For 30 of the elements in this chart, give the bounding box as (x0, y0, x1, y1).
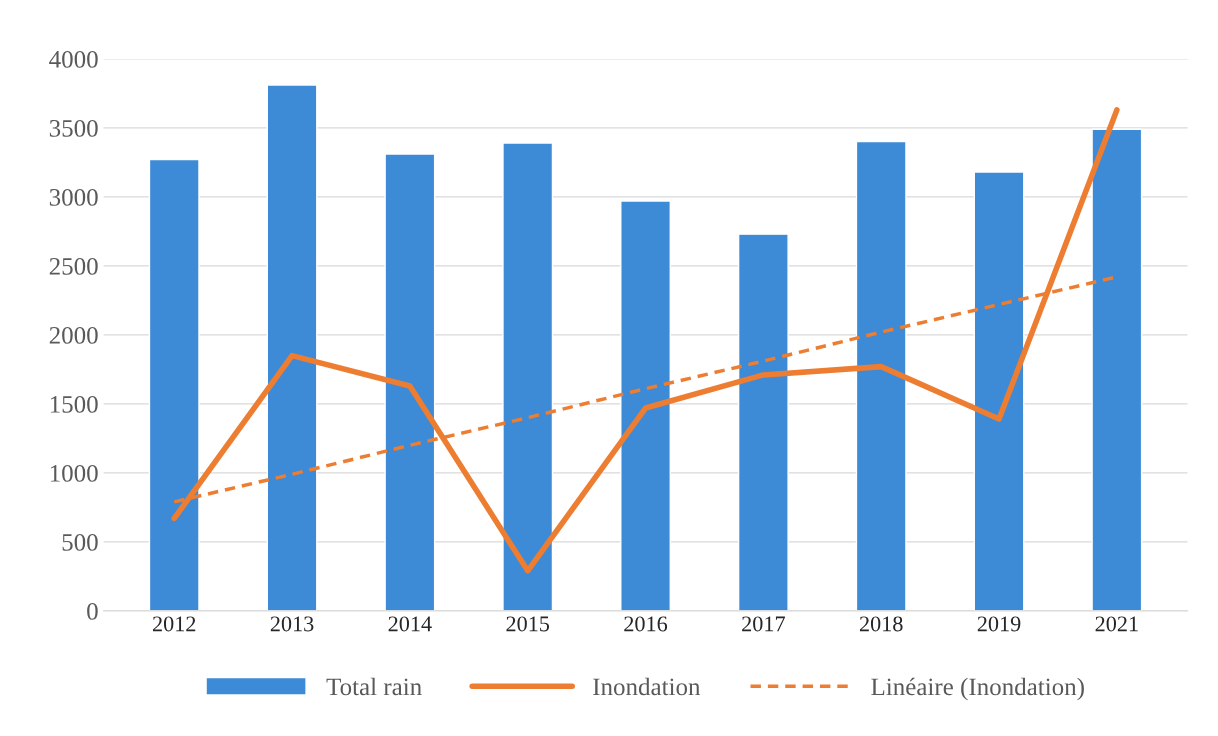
y-tick-label: 4000 (49, 50, 98, 68)
bar (148, 158, 200, 611)
y-tick-label: 3500 (49, 119, 98, 137)
x-tick-label: 2012 (152, 616, 196, 632)
legend-label: Linéaire (Inondation) (871, 677, 1084, 701)
bar (737, 233, 789, 611)
x-tick-label: 2016 (624, 616, 668, 632)
bar (973, 171, 1025, 611)
x-tick-label: 2017 (742, 616, 785, 632)
y-tick-label: 3000 (49, 188, 98, 206)
bar (1091, 128, 1143, 611)
y-tick-label: 1000 (50, 464, 98, 482)
y-tick-label: 1500 (50, 395, 98, 413)
legend-label: Total rain (326, 677, 422, 696)
y-tick-label: 2000 (49, 326, 98, 344)
y-tick-label: 500 (62, 533, 98, 551)
x-tick-label: 2013 (270, 616, 314, 632)
bar (384, 153, 436, 611)
legend-label: Inondation (593, 677, 701, 696)
y-tick-label: 2500 (49, 257, 98, 275)
bar (502, 142, 554, 611)
x-tick-label: 2018 (859, 616, 903, 632)
x-tick-label: 2019 (977, 616, 1021, 632)
bar (620, 200, 671, 611)
y-tick-label: 0 (87, 602, 98, 620)
x-tick-label: 2015 (506, 616, 550, 632)
bar (266, 84, 318, 611)
x-tick-label: 2021 (1095, 616, 1138, 632)
bar (855, 140, 907, 611)
x-tick-label: 2014 (388, 616, 432, 632)
